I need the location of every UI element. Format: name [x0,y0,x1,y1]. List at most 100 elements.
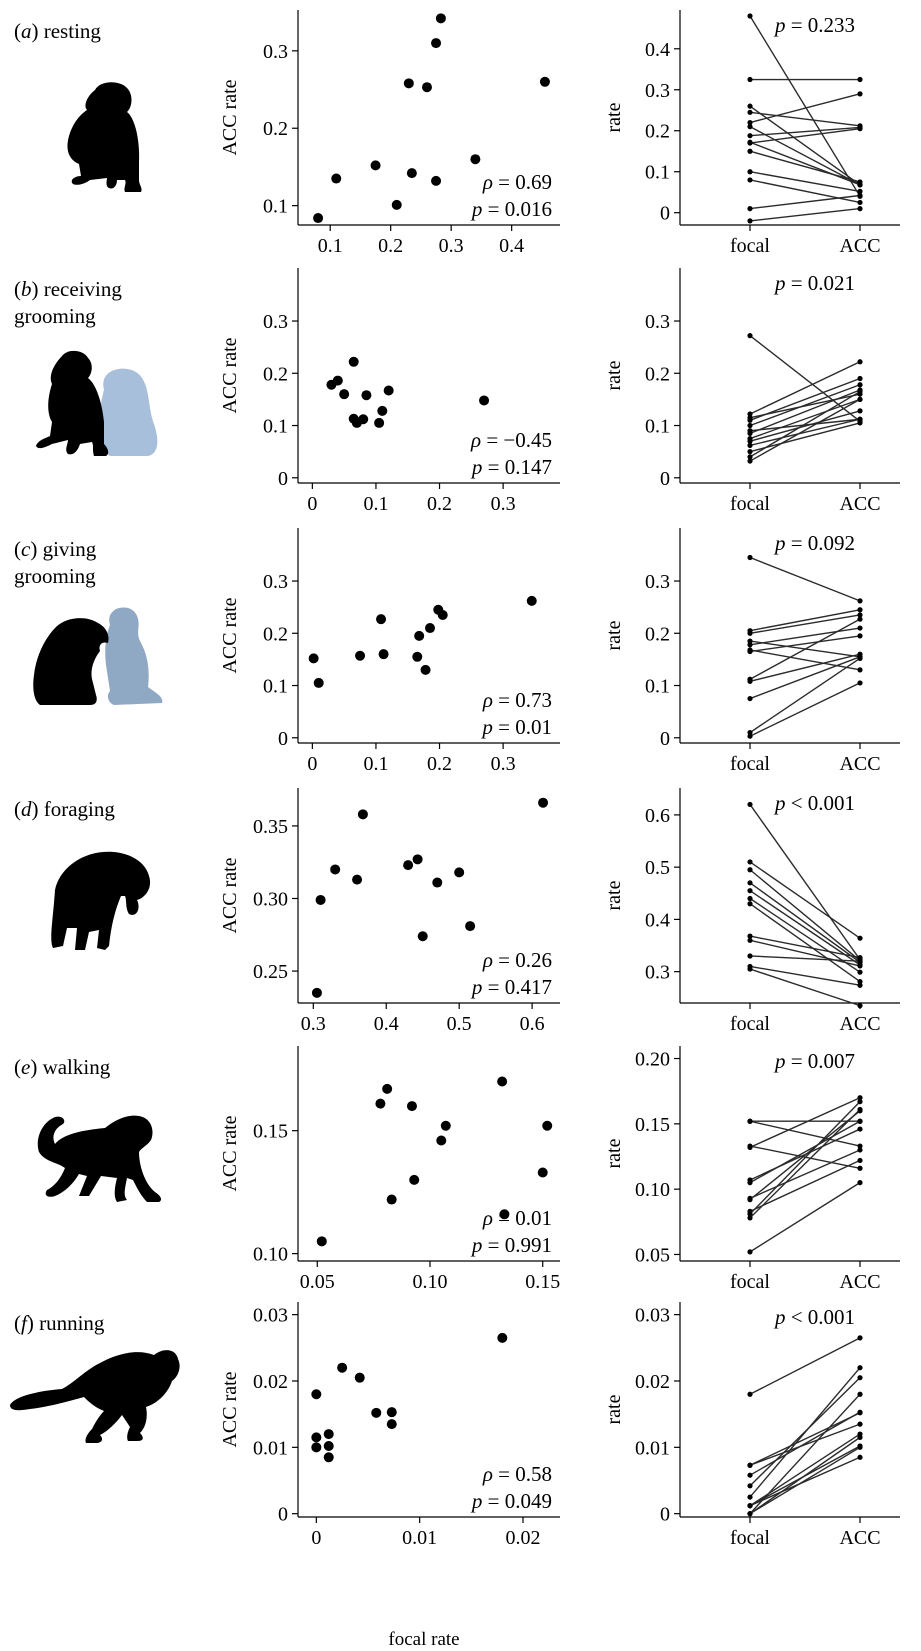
pair-point-focal [747,953,753,959]
scatter-point [331,173,342,184]
pair-point-acc [857,598,863,604]
pair-point-focal [747,140,753,146]
x-axis-label-focal-rate: focal rate [388,1629,459,1650]
pair-line [749,128,861,144]
pair-point-focal [747,729,753,736]
y-tick-label: 0.2 [263,363,288,385]
scatter-point [454,867,465,878]
pair-point-focal [747,148,753,154]
pair-line [749,1149,861,1199]
scatter-point [375,1098,386,1109]
row-label-c: (c) giving [14,537,97,561]
scatter-point [352,874,363,885]
pair-point-focal [747,218,753,224]
y-tick-label: 0.01 [635,1437,670,1459]
pair-line [749,194,861,210]
pair-point-acc [857,382,863,388]
y-tick-label: 0.15 [253,1121,288,1143]
x-tick-label: 0.2 [427,753,452,775]
pair-line [749,1337,861,1395]
pair-point-focal [747,124,753,130]
row-label-a: (a) resting [14,19,101,43]
pair-point-acc [857,1375,863,1381]
pair-point-acc [857,359,863,365]
x-tick-label: ACC [839,753,880,775]
pair-line [749,105,861,186]
pair-point-acc [857,192,863,199]
pair-point-focal [747,1511,753,1517]
pair-line [749,207,861,222]
pair-line [749,150,861,183]
x-tick-label: 0.3 [491,493,516,515]
annotation-text: ρ = 0.01 [482,1206,552,1230]
pair-point-acc [857,76,863,83]
pair-point-acc [857,612,863,618]
x-tick-label: focal [730,1527,770,1549]
pair-line [749,335,861,422]
pair-line [749,1393,861,1515]
pair-point-focal [747,411,753,417]
pair-point-acc [857,188,863,194]
annotation-text: p = 0.991 [470,1233,552,1257]
scatter-point [311,1432,322,1443]
y-axis-label: rate [603,1138,625,1168]
silhouettes [10,82,180,1443]
pair-point-focal [747,119,753,126]
y-tick-label: 0.30 [253,889,288,911]
y-tick-label: 0.01 [253,1437,288,1459]
scatter-point [414,630,425,641]
y-tick-label: 0.2 [645,623,670,645]
x-tick-label: 0.05 [300,1271,335,1293]
pair-line [749,126,861,186]
x-tick-label: focal [730,1013,770,1035]
pair-line [749,935,861,959]
annotation-text: p < 0.001 [773,791,855,815]
pair-point-acc [857,935,863,941]
x-tick-label: ACC [839,1527,880,1549]
pair-point-acc [857,396,863,402]
scatter-point [330,864,341,875]
y-tick-label: 0.10 [253,1244,288,1266]
pair-point-acc [857,408,863,414]
pair-line [749,171,861,193]
y-axis-label: rate [603,1394,625,1424]
y-tick-label: 0.3 [645,962,670,984]
pair-point-focal [747,1249,753,1255]
pair-point-focal [747,1483,753,1489]
row-labels: (a) resting (b) receiving grooming (c) givi… [14,19,122,1335]
pair-point-focal [747,648,753,655]
scatter-point [308,653,319,664]
pair-point-focal [747,1180,753,1186]
y-tick-label: 0.3 [263,41,288,63]
scatter-point [440,1120,451,1131]
x-tick-label: ACC [839,493,880,515]
pair-point-focal [747,695,753,702]
pair-line [749,1101,861,1215]
pair-line [749,869,861,962]
y-tick-label: 0.20 [635,1049,670,1071]
x-tick-label: focal [730,1271,770,1293]
annotation-text: p = 0.01 [480,715,552,739]
scatter-point [409,1174,420,1185]
y-tick-label: 0 [660,203,670,225]
y-tick-label: 0.3 [645,571,670,593]
scatter-point [470,154,481,165]
annotation-text: p = 0.007 [773,1049,855,1073]
pair-point-acc [857,1095,863,1101]
y-tick-label: 0.02 [635,1371,670,1393]
pair-point-acc [857,1365,863,1371]
row-label-c-line: grooming [14,564,96,588]
scatter-point [355,650,366,661]
pair-point-acc [857,954,863,961]
pair-line [749,609,861,632]
scatter-point [371,1407,382,1418]
pair-point-acc [857,982,863,988]
y-tick-label: 0.1 [645,162,670,184]
pair-line [749,398,861,462]
chart-a-scatter: 0.1 0.2 0.3 ACC rate 0.1 0.2 0.3 0.4 ρ = 0.69 p =… [219,10,560,257]
pair-line [749,618,861,680]
scatter-point [337,1362,348,1373]
pair-line [749,15,861,197]
pair-point-focal [747,1494,753,1500]
pair-point-acc [857,1454,863,1460]
